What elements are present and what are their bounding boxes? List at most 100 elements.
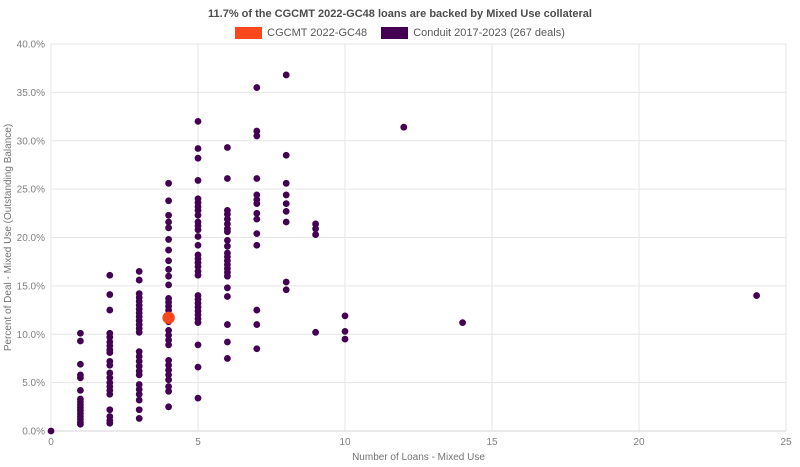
conduit-data-point [194, 211, 202, 219]
conduit-data-point [77, 420, 84, 428]
conduit-data-point [165, 197, 173, 205]
conduit-data-point [165, 366, 173, 374]
conduit-data-point [77, 386, 84, 394]
conduit-data-point [224, 144, 231, 151]
conduit-data-point [312, 231, 319, 238]
conduit-data-point [165, 246, 173, 254]
y-tick-label: 0.0% [22, 427, 45, 438]
conduit-data-point [106, 419, 114, 427]
legend-item-conduit[interactable]: Conduit 2017-2023 (267 deals) [381, 27, 565, 39]
y-tick-label: 30.0% [17, 136, 45, 147]
x-tick-label: 0 [48, 437, 54, 448]
conduit-data-point [77, 337, 84, 345]
conduit-data-point [135, 357, 143, 365]
conduit-data-point [135, 406, 143, 414]
conduit-data-point [165, 257, 173, 265]
conduit-data-point [253, 175, 261, 182]
conduit-data-point [253, 321, 261, 328]
conduit-data-point [135, 385, 143, 393]
conduit-data-point [253, 84, 261, 91]
conduit-data-point [165, 361, 173, 369]
conduit-data-point [165, 179, 173, 187]
conduit-data-point [224, 220, 231, 228]
conduit-data-point [165, 387, 173, 395]
conduit-data-point [165, 306, 173, 314]
y-tick-label: 40.0% [17, 40, 45, 51]
legend-label-conduit: Conduit 2017-2023 (267 deals) [413, 27, 565, 39]
conduit-data-point [135, 371, 143, 379]
x-tick-label: 10 [339, 437, 351, 448]
conduit-data-point [194, 394, 202, 402]
conduit-data-point [194, 177, 202, 184]
conduit-data-point [253, 306, 261, 314]
x-tick-label: 5 [195, 437, 201, 448]
conduit-data-point [77, 374, 84, 382]
conduit-data-point [135, 415, 143, 422]
y-tick-label: 20.0% [17, 233, 45, 244]
conduit-data-point [341, 327, 349, 335]
conduit-data-point [77, 360, 84, 368]
conduit-data-point [341, 335, 349, 343]
conduit-data-point [106, 271, 114, 279]
conduit-data-point [165, 356, 173, 364]
conduit-data-point [282, 151, 290, 159]
conduit-data-point [106, 374, 114, 382]
conduit-data-point [135, 348, 143, 356]
conduit-data-point [165, 371, 173, 379]
conduit-data-point [106, 291, 114, 298]
conduit-data-point [224, 284, 231, 292]
conduit-data-point [165, 281, 173, 289]
conduit-data-point [194, 341, 202, 349]
conduit-data-point [165, 341, 173, 349]
chart-title: 11.7% of the CGCMT 2022-GC48 loans are b… [208, 8, 592, 20]
conduit-data-point [282, 218, 290, 226]
conduit-data-point [194, 118, 202, 125]
conduit-data-point [459, 319, 466, 327]
conduit-data-point [400, 123, 408, 131]
legend-item-cgcmt[interactable]: CGCMT 2022-GC48 [235, 27, 367, 39]
conduit-data-point [194, 154, 202, 162]
conduit-data-point [106, 369, 114, 377]
conduit-data-point [312, 220, 319, 228]
conduit-data-point [282, 200, 290, 208]
conduit-data-point [341, 312, 349, 320]
conduit-data-point [253, 345, 261, 353]
conduit-data-point [224, 228, 231, 236]
conduit-data-point [106, 306, 114, 314]
conduit-data-point [165, 383, 173, 390]
legend-label-cgcmt: CGCMT 2022-GC48 [267, 27, 368, 39]
conduit-data-point [224, 321, 231, 328]
conduit-data-point [165, 272, 173, 280]
conduit-data-point [224, 338, 231, 346]
conduit-data-point [282, 207, 290, 215]
conduit-data-point [282, 191, 290, 199]
cgcmt-data-point [162, 311, 175, 325]
conduit-data-point [194, 319, 202, 327]
conduit-data-point [106, 333, 114, 341]
conduit-data-point [253, 132, 261, 140]
conduit-data-point [47, 427, 55, 435]
y-tick-label: 25.0% [17, 185, 45, 196]
x-tick-label: 25 [780, 437, 792, 448]
conduit-data-point [165, 266, 173, 273]
conduit-data-point [135, 328, 143, 336]
conduit-data-point [165, 211, 173, 219]
conduit-data-point [165, 326, 173, 334]
y-tick-label: 15.0% [17, 281, 45, 292]
conduit-data-point [106, 390, 114, 398]
conduit-data-point [224, 175, 231, 182]
conduit-data-point [282, 179, 290, 187]
legend-swatch-cgcmt [235, 27, 263, 39]
conduit-data-point [194, 207, 202, 214]
conduit-data-point [282, 286, 290, 294]
conduit-data-point [194, 145, 202, 152]
conduit-data-point [753, 292, 760, 299]
conduit-data-point [135, 267, 143, 275]
conduit-data-point [135, 396, 143, 404]
conduit-data-point [135, 276, 143, 284]
y-tick-label: 5.0% [22, 378, 45, 389]
conduit-data-point [253, 200, 261, 208]
conduit-data-point [165, 224, 173, 232]
